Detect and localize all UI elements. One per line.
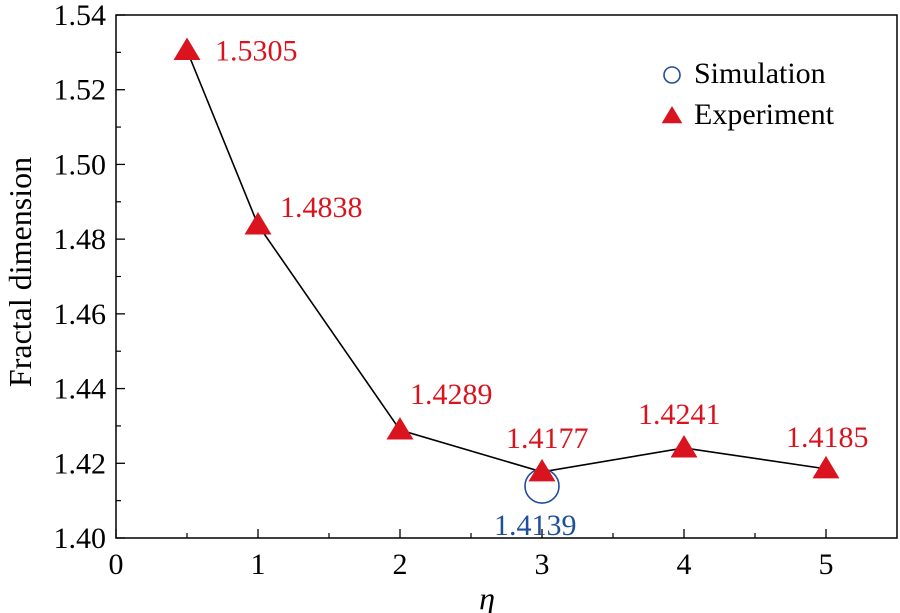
legend-experiment-marker xyxy=(661,106,683,124)
experiment-data-label: 1.5305 xyxy=(215,34,298,67)
y-tick-label: 1.40 xyxy=(54,522,107,555)
experiment-point xyxy=(812,455,840,479)
experiment-data-label: 1.4838 xyxy=(280,191,363,224)
experiment-data-label: 1.4177 xyxy=(506,422,589,455)
y-tick-label: 1.52 xyxy=(54,74,107,107)
plot-frame xyxy=(115,14,898,539)
y-tick-label: 1.44 xyxy=(54,373,107,406)
y-tick-label: 1.50 xyxy=(54,148,107,181)
x-tick-label: 2 xyxy=(393,548,408,581)
y-axis-title: Fractal dimension xyxy=(2,157,38,387)
experiment-point xyxy=(244,211,272,235)
x-axis-title: η xyxy=(479,580,495,613)
x-tick-label: 5 xyxy=(819,548,834,581)
experiment-data-label: 1.4289 xyxy=(410,378,493,411)
legend-experiment-label: Experiment xyxy=(694,98,835,131)
experiment-point xyxy=(173,37,201,60)
y-tick-label: 1.42 xyxy=(54,447,107,480)
x-tick-label: 0 xyxy=(109,548,124,581)
experiment-series-line xyxy=(186,50,827,473)
experiment-point xyxy=(670,434,698,458)
simulation-data-label: 1.4139 xyxy=(494,509,577,542)
experiment-point xyxy=(528,458,556,482)
legend-simulation-label: Simulation xyxy=(694,57,826,90)
x-tick-label: 3 xyxy=(535,548,550,581)
x-tick-label: 4 xyxy=(677,548,692,581)
y-tick-label: 1.48 xyxy=(54,223,107,256)
experiment-point xyxy=(386,417,414,440)
experiment-data-label: 1.4241 xyxy=(638,398,721,431)
legend-simulation-marker xyxy=(663,66,681,84)
experiment-data-label: 1.4185 xyxy=(786,421,869,454)
x-tick-label: 1 xyxy=(251,548,266,581)
y-tick-label: 1.46 xyxy=(54,298,107,331)
y-tick-label: 1.54 xyxy=(54,0,107,32)
